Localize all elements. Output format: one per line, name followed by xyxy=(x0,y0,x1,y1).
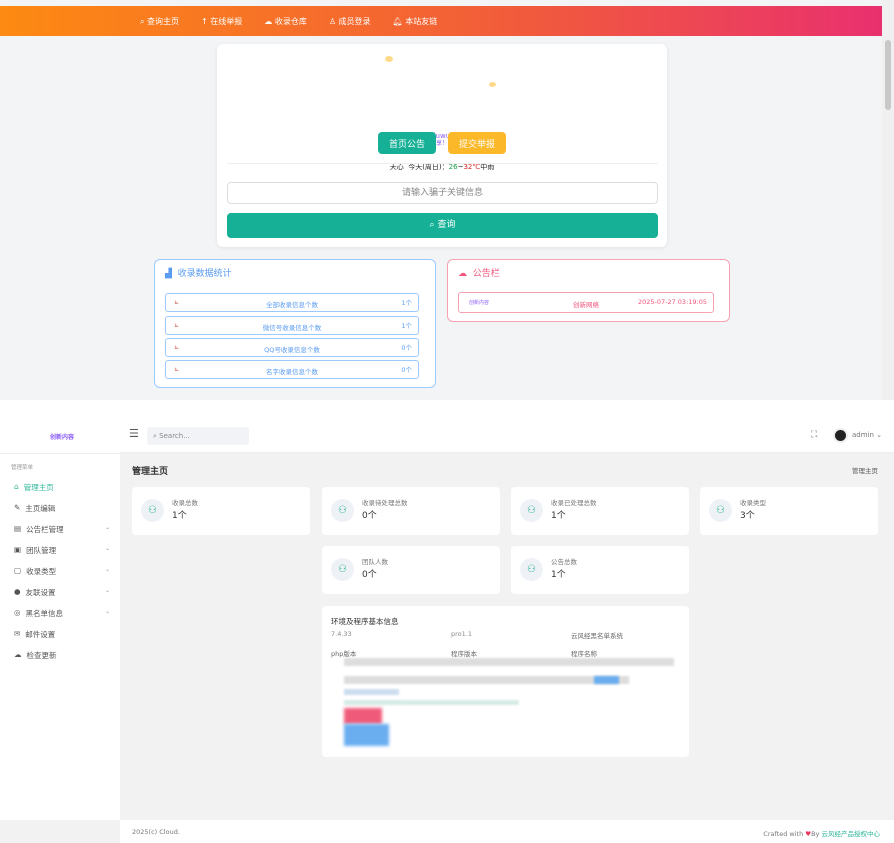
notice-title: ☁ 公告栏 xyxy=(458,269,500,279)
chevron-down-icon: ⌄ xyxy=(104,524,110,531)
footer: 2025(c) Cloud. Crafted with ♥By 云风经产品授权中… xyxy=(120,820,894,843)
chart-icon: ▟ xyxy=(165,269,172,279)
menu-mail[interactable]: ✉ 邮件设置 xyxy=(14,629,56,639)
chevron-down-icon: ⌄ xyxy=(104,608,110,615)
search-card: -ym.ijiuwu.com- -有位分实享！创新传播- 天心 今天(周日)：26… xyxy=(217,44,667,247)
stat-card: ⚇ 公告总数 1个 xyxy=(511,546,689,594)
notice-logo: 创新内容 xyxy=(469,300,490,306)
menu-links[interactable]: ● 友联设置 ⌄ xyxy=(14,587,110,597)
notice-item[interactable]: 创新内容 创新网络 2025-07-27 03:19:05 xyxy=(458,292,714,313)
nav-report[interactable]: ↑ 在线举报 xyxy=(201,16,243,26)
heart-icon: ♥ xyxy=(805,830,812,838)
search-input[interactable]: ⌕ Search... xyxy=(147,427,249,445)
users-icon: ⚇ xyxy=(141,499,164,522)
sidebar: 创新内容 管理菜单 ⌂ 管理主页 ✎ 主页编辑 ▤ 公告栏管理 ⌄ ▣ 团队管理 ⌄ ▢ 收录… xyxy=(0,403,120,820)
menu-types[interactable]: ▢ 收录类型 ⌄ xyxy=(14,566,110,576)
blurred-content xyxy=(344,708,382,724)
home-icon: ⌂ xyxy=(14,482,19,491)
chart-icon: ⊾ xyxy=(174,299,180,306)
nav-search[interactable]: ⌕ 查询主页 xyxy=(140,16,180,26)
chart-icon: ⊾ xyxy=(174,344,180,351)
menu-home[interactable]: ⌂ 管理主页 xyxy=(14,482,54,492)
menu-team[interactable]: ▣ 团队管理 ⌄ xyxy=(14,545,110,555)
chart-icon: ⊾ xyxy=(174,322,180,329)
admin-logo: 创新内容 xyxy=(50,434,75,441)
public-site-screenshot: ⌕ 查询主页 ↑ 在线举报 ☁ 收录仓库 ♙ 成员登录 🔔︎ 本站友链 -ym.… xyxy=(0,0,894,400)
edit-icon: ✎ xyxy=(14,503,21,512)
admin-header: ☰ ⌕ Search... ⛶ admin ⌄ xyxy=(120,403,894,453)
users-icon: ⚇ xyxy=(520,558,543,581)
stats-title: ▟ 收录数据统计 xyxy=(165,269,232,279)
blurred-content xyxy=(344,689,399,695)
stats-panel: ▟ 收录数据统计 ⊾ 全部收录信息个数 1个 ⊾ 微信号收录信息个数 1个 ⊾ QQ号收录… xyxy=(154,259,436,388)
menu-toggle-icon[interactable]: ☰ xyxy=(129,427,139,440)
users-icon: ⚇ xyxy=(331,499,354,522)
type-icon: ▢ xyxy=(14,566,22,575)
blurred-content xyxy=(344,658,674,666)
user-icon: ◎ xyxy=(14,608,21,617)
blurred-content xyxy=(344,700,519,705)
nav-warehouse[interactable]: ☁ 收录仓库 xyxy=(264,16,307,26)
avatar[interactable] xyxy=(833,428,848,443)
board-icon: ▤ xyxy=(14,524,22,533)
users-icon: ⚇ xyxy=(709,499,732,522)
menu-notice[interactable]: ▤ 公告栏管理 ⌄ xyxy=(14,524,110,534)
weather-sun-icon xyxy=(489,82,496,87)
query-button[interactable]: ⌕ 查询 xyxy=(227,213,658,238)
nav-links[interactable]: 🔔︎ 本站友链 xyxy=(392,16,438,26)
page-title: 管理主页 xyxy=(132,467,169,477)
blurred-content xyxy=(594,676,619,684)
notice-panel: ☁ 公告栏 创新内容 创新网络 2025-07-27 03:19:05 xyxy=(447,259,730,322)
weather-sun-icon xyxy=(385,56,393,62)
admin-dashboard-screenshot: 创新内容 管理菜单 ⌂ 管理主页 ✎ 主页编辑 ▤ 公告栏管理 ⌄ ▣ 团队管理 ⌄ ▢ 收录… xyxy=(0,403,894,843)
blurred-content xyxy=(344,676,629,684)
divider xyxy=(227,163,658,164)
fullscreen-icon[interactable]: ⛶ xyxy=(811,430,818,440)
chevron-down-icon: ⌄ xyxy=(104,545,110,552)
compass-icon: ● xyxy=(14,587,21,596)
chart-icon: ⊾ xyxy=(174,366,180,373)
cloud-icon: ☁ xyxy=(14,650,22,659)
stats-row: ⊾ 名字收录信息个数 0个 xyxy=(165,360,419,379)
footer-link[interactable]: 云风经产品授权中心 xyxy=(821,830,881,838)
menu-heading: 管理菜单 xyxy=(11,465,34,471)
top-navbar: ⌕ 查询主页 ↑ 在线举报 ☁ 收录仓库 ♙ 成员登录 🔔︎ 本站友链 xyxy=(0,6,882,36)
home-notice-button[interactable]: 首页公告 xyxy=(378,132,436,154)
keyword-search-input[interactable]: 请输入骗子关键信息 xyxy=(227,182,658,204)
menu-update[interactable]: ☁ 检查更新 xyxy=(14,650,57,660)
stat-card: ⚇ 收录已处理总数 1个 xyxy=(511,487,689,535)
team-icon: ▣ xyxy=(14,545,22,554)
env-info-title: 环境及程序基本信息 xyxy=(331,617,399,626)
search-icon: ⌕ xyxy=(153,432,157,440)
blurred-content xyxy=(344,724,389,746)
stats-row: ⊾ 全部收录信息个数 1个 xyxy=(165,293,419,312)
user-menu[interactable]: admin ⌄ xyxy=(852,431,883,439)
mail-icon: ✉ xyxy=(14,629,21,638)
site-logo: -ym.ijiuwu.com- -有位分实享！创新传播- xyxy=(409,132,475,147)
notice-item-date: 2025-07-27 03:19:05 xyxy=(637,298,707,306)
stat-card: ⚇ 收录总数 1个 xyxy=(132,487,310,535)
chevron-down-icon: ⌄ xyxy=(104,587,110,594)
stat-card: ⚇ 团队人数 0个 xyxy=(322,546,500,594)
stats-row: ⊾ QQ号收录信息个数 0个 xyxy=(165,338,419,357)
scrollbar[interactable] xyxy=(882,0,894,400)
breadcrumb[interactable]: 管理主页 xyxy=(852,467,878,475)
submit-report-button[interactable]: 提交举报 xyxy=(448,132,506,154)
chevron-down-icon: ⌄ xyxy=(104,566,110,573)
users-icon: ⚇ xyxy=(520,499,543,522)
stats-row: ⊾ 微信号收录信息个数 1个 xyxy=(165,316,419,335)
cloud-icon: ☁ xyxy=(458,269,467,279)
env-info-card: 环境及程序基本信息 7.4.33 pro1.1 云风经黑名单系统 php版本 程… xyxy=(322,606,689,757)
weather-info: 天心 今天(周日)：26~32℃中雨 xyxy=(389,163,495,171)
stat-card: ⚇ 收录待处理总数 0个 xyxy=(322,487,500,535)
users-icon: ⚇ xyxy=(331,558,354,581)
nav-login[interactable]: ♙ 成员登录 xyxy=(328,16,371,26)
menu-blacklist[interactable]: ◎ 黑名单信息 ⌄ xyxy=(14,608,110,618)
stat-card: ⚇ 收录类型 3个 xyxy=(700,487,878,535)
menu-home-edit[interactable]: ✎ 主页编辑 xyxy=(14,503,56,513)
notice-item-title: 创新网络 xyxy=(573,301,599,309)
